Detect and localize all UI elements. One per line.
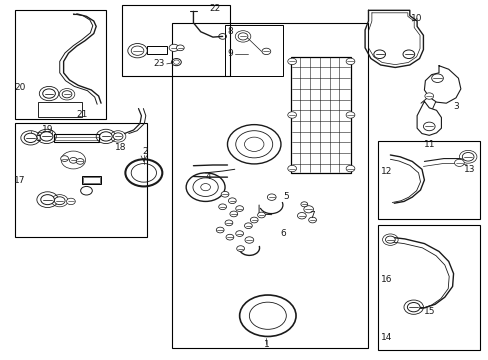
Circle shape (100, 132, 112, 141)
Circle shape (40, 132, 53, 141)
Circle shape (69, 157, 77, 163)
Circle shape (76, 158, 84, 164)
Bar (15, 10, 106, 119)
Text: 5: 5 (283, 192, 288, 201)
Circle shape (66, 198, 75, 204)
Circle shape (257, 212, 265, 218)
Bar (290, 57, 351, 173)
Circle shape (221, 192, 228, 197)
Circle shape (402, 50, 414, 59)
Bar (377, 141, 479, 219)
Circle shape (346, 112, 354, 118)
Circle shape (287, 112, 296, 118)
Circle shape (431, 74, 443, 82)
Circle shape (297, 212, 305, 219)
Text: 16: 16 (381, 275, 392, 284)
Circle shape (224, 220, 232, 226)
Text: 22: 22 (209, 4, 221, 13)
Circle shape (238, 33, 247, 40)
Circle shape (201, 184, 210, 191)
Circle shape (244, 223, 252, 229)
Circle shape (131, 46, 143, 55)
Text: 13: 13 (463, 165, 474, 174)
Circle shape (216, 227, 224, 233)
Circle shape (346, 58, 354, 64)
Circle shape (287, 58, 296, 64)
Circle shape (24, 133, 37, 143)
Bar (54, 134, 99, 143)
Bar (81, 176, 101, 184)
Circle shape (218, 204, 226, 210)
Text: 2: 2 (142, 147, 147, 156)
Text: 1: 1 (263, 340, 269, 349)
Circle shape (303, 206, 313, 213)
Bar (224, 24, 283, 76)
Circle shape (169, 44, 179, 51)
Circle shape (423, 122, 434, 131)
Bar (122, 5, 229, 76)
Circle shape (228, 198, 236, 203)
Circle shape (424, 93, 433, 99)
Bar (147, 46, 166, 54)
Text: 7: 7 (309, 211, 315, 220)
Text: 10: 10 (410, 14, 422, 23)
Bar (377, 225, 479, 350)
Circle shape (61, 156, 68, 161)
Circle shape (244, 237, 253, 243)
Text: 6: 6 (280, 229, 285, 238)
Circle shape (236, 246, 244, 251)
Text: 4: 4 (205, 172, 210, 181)
Circle shape (346, 165, 354, 172)
Text: 3: 3 (452, 102, 458, 111)
Circle shape (42, 89, 55, 98)
Circle shape (235, 206, 243, 211)
Text: 9: 9 (226, 49, 232, 58)
Circle shape (176, 45, 184, 51)
Circle shape (62, 91, 72, 98)
Circle shape (235, 231, 243, 237)
Circle shape (373, 50, 385, 59)
Circle shape (308, 217, 316, 223)
Text: 23: 23 (153, 59, 165, 68)
Text: 15: 15 (423, 307, 434, 316)
Text: 19: 19 (42, 126, 53, 135)
Circle shape (300, 202, 307, 207)
Bar (38, 102, 81, 117)
Circle shape (385, 236, 394, 243)
Circle shape (267, 194, 276, 201)
Circle shape (225, 234, 233, 240)
Bar (15, 123, 147, 237)
Circle shape (113, 133, 122, 140)
Circle shape (454, 159, 463, 166)
Text: 12: 12 (381, 167, 392, 176)
Circle shape (407, 302, 419, 312)
Circle shape (461, 153, 473, 161)
Circle shape (54, 197, 65, 204)
Circle shape (229, 211, 237, 217)
Text: 21: 21 (76, 111, 87, 120)
Text: 8: 8 (226, 27, 232, 36)
Text: 18: 18 (115, 143, 126, 152)
Bar (83, 177, 100, 183)
Text: 11: 11 (423, 140, 434, 149)
Text: 17: 17 (14, 176, 25, 185)
Text: 14: 14 (381, 333, 392, 342)
Circle shape (287, 165, 296, 172)
Text: 20: 20 (14, 83, 25, 92)
Circle shape (262, 48, 270, 55)
Circle shape (41, 195, 54, 204)
Bar (171, 23, 368, 348)
Circle shape (250, 217, 258, 223)
